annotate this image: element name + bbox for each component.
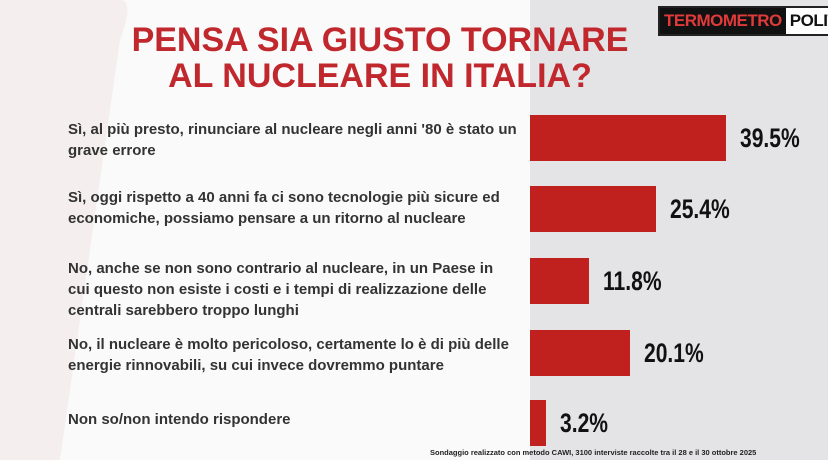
bar — [530, 115, 726, 161]
value-label: 25.4% — [669, 194, 730, 224]
bar — [530, 400, 546, 446]
value-label: 11.8% — [602, 266, 662, 296]
chart-title: PENSA SIA GIUSTO TORNARE AL NUCLEARE IN … — [131, 21, 629, 95]
bar — [530, 186, 656, 232]
value-label: 39.5% — [739, 123, 800, 153]
logo-part: TERMOMETRO — [660, 8, 786, 34]
category-label: No, anche se non sono contrario al nucle… — [68, 260, 494, 319]
value-label: 20.1% — [643, 338, 704, 368]
category-label: Sì, oggi rispetto a 40 anni fa ci sono t… — [68, 189, 500, 227]
logo-part: POLITICO — [785, 8, 828, 34]
decoration — [0, 0, 128, 460]
category-label: No, il nucleare è molto pericoloso, cert… — [68, 336, 509, 374]
footnote: Sondaggio realizzato con metodo CAWI, 31… — [430, 448, 757, 457]
logo: TERMOMETRO POLITICO — [658, 6, 828, 36]
category-label: Sì, al più presto, rinunciare al nuclear… — [68, 121, 517, 159]
value-label: 3.2% — [559, 408, 608, 438]
bar — [530, 258, 589, 304]
category-label: Non so/non intendo rispondere — [68, 411, 291, 428]
bar — [530, 330, 630, 376]
